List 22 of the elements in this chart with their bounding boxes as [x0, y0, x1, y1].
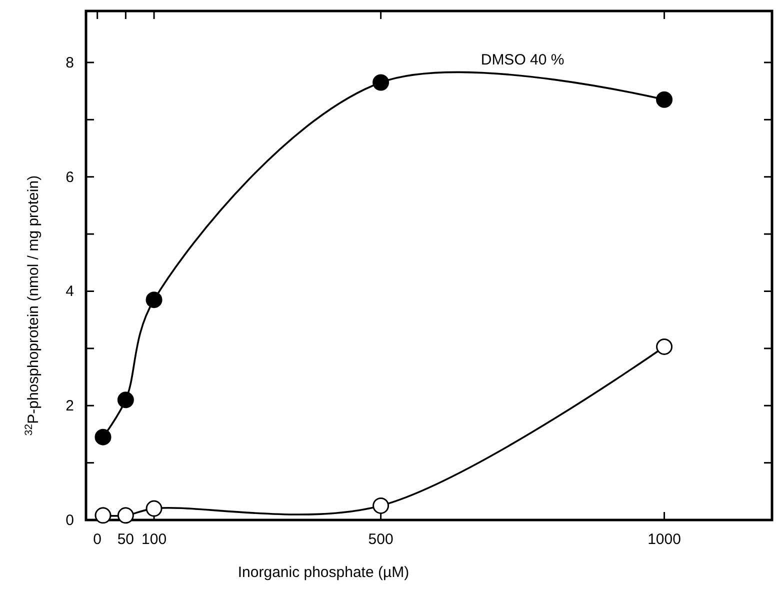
x-tick-label: 0: [93, 531, 102, 548]
x-tick-label: 500: [368, 531, 394, 548]
point: [94, 507, 112, 524]
point: [94, 428, 112, 446]
series-label: DMSO 40 %: [480, 51, 564, 68]
x-tick-label: 50: [117, 531, 134, 548]
point: [117, 507, 134, 524]
point: [372, 74, 390, 91]
x-tick-label: 100: [142, 531, 167, 548]
point: [656, 91, 673, 108]
x-axis-title: Inorganic phosphate (µM): [238, 564, 410, 581]
point: [656, 338, 673, 355]
point: [146, 500, 162, 517]
point: [372, 497, 390, 514]
y-tick-label: 8: [66, 54, 74, 72]
y-tick-label: 4: [66, 283, 74, 300]
point: [117, 392, 134, 408]
y-tick-label: 0: [66, 512, 74, 529]
point: [146, 292, 162, 308]
y-tick-label: 2: [66, 398, 74, 415]
y-tick-label: 6: [66, 168, 74, 186]
x-tick-label: 1000: [648, 531, 681, 548]
